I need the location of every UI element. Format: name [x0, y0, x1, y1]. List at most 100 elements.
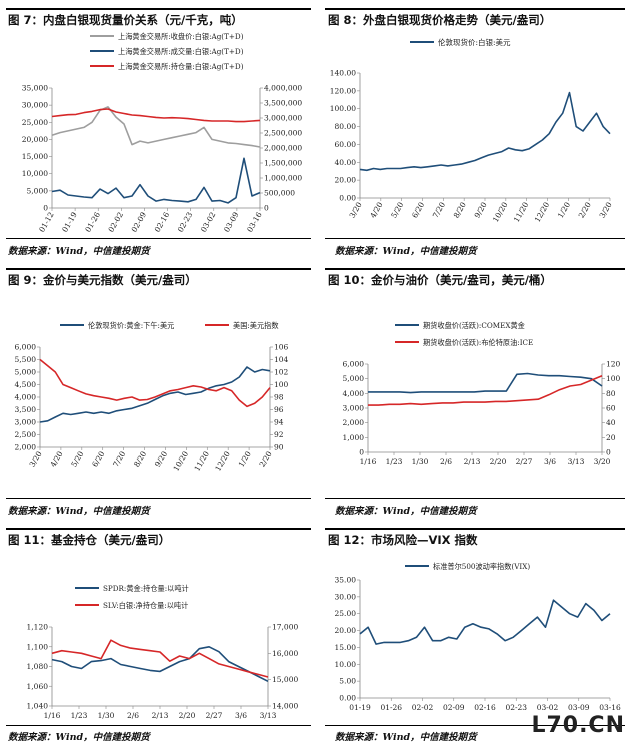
y-tick-label: 3,500 — [15, 405, 37, 414]
divider — [325, 528, 625, 530]
x-tick-label: 2/20 — [577, 200, 593, 219]
series-line-0 — [359, 599, 611, 645]
chart-title: 图 7：内盘白银现货量价关系（元/千克，吨） — [8, 13, 243, 27]
y-tick-label: 4,000 — [343, 389, 365, 398]
y2-tick-label: 0 — [606, 448, 611, 457]
divider — [6, 8, 311, 10]
y-tick-label: 2,000 — [343, 418, 365, 427]
chart-c7: 0 5,000 10,000 15,000 20,000 25,000 30,000 35,0… — [22, 32, 303, 234]
y2-tick-label: 20 — [606, 433, 616, 442]
legend-label-2: 上海黄金交易所:持仓量:白银:Ag(T+D) — [118, 62, 244, 71]
divider — [325, 725, 625, 726]
y-tick-label: 4,000 — [15, 393, 37, 402]
y2-tick-label: 100 — [274, 380, 289, 389]
chart-c10: 0 1,000 2,000 3,000 4,000 5,000 6,000 0 20 40 60 80… — [343, 321, 621, 466]
y-tick-label: 5.00 — [339, 677, 356, 686]
x-tick-label: 3/13 — [260, 711, 277, 720]
x-tick-label: 3/20 — [598, 200, 614, 219]
x-tick-label: 1/16 — [44, 711, 61, 720]
source-note: 数据来源：Wind，中信建投期货 — [8, 246, 150, 257]
y2-tick-label: 40 — [606, 418, 616, 427]
y2-tick-label: 80 — [606, 389, 616, 398]
x-tick-label: 02-16 — [474, 703, 496, 712]
chart-c9: 2,000 2,500 3,000 3,500 4,000 4,500 5,000 5,500… — [15, 321, 289, 473]
x-tick-label: 01-12 — [37, 210, 56, 233]
divider — [325, 498, 625, 499]
source-note: 数据来源：Wind，中信建投期货 — [8, 732, 150, 743]
x-tick-label: 2/20 — [258, 449, 274, 468]
x-tick-label: 03-09 — [568, 703, 590, 712]
y-tick-label: 25.00 — [335, 609, 357, 618]
x-tick-label: 03-02 — [199, 210, 218, 233]
series-line-0 — [51, 646, 269, 683]
x-tick-label: 02-09 — [130, 210, 149, 233]
x-tick-label: 03-02 — [537, 703, 559, 712]
y-tick-label: 140.00 — [330, 69, 356, 78]
divider — [325, 238, 625, 239]
y2-tick-label: 92 — [274, 430, 284, 439]
x-tick-label: 2/13 — [464, 457, 481, 466]
y-tick-label: 80.00 — [335, 122, 357, 131]
y-tick-label: 4,500 — [15, 380, 37, 389]
source-note: 数据来源：Wind，中信建投期货 — [8, 506, 150, 517]
watermark-logo: L70.CN — [531, 713, 625, 738]
y2-tick-label: 17,000 — [272, 623, 298, 632]
y-tick-label: 1,100 — [27, 642, 49, 651]
y2-tick-label: 100 — [606, 374, 621, 383]
y2-tick-label: 106 — [274, 343, 289, 352]
chart-c12: 0.00 5.00 10.00 15.00 20.00 25.00 30.00 35.00 01… — [335, 562, 622, 712]
y-tick-label: 6,000 — [343, 360, 365, 369]
y2-tick-label: 94 — [274, 418, 284, 427]
y-tick-label: 0 — [43, 204, 48, 213]
x-tick-label: 02-23 — [505, 703, 527, 712]
legend-label-1: SLV:白银:净持仓量:以吨计 — [103, 601, 188, 610]
legend-label-0: 上海黄金交易所:收盘价:白银:Ag(T+D) — [118, 32, 244, 41]
source-note: 数据来源：Wind，中信建投期货 — [335, 732, 477, 743]
y-tick-label: 20.00 — [335, 176, 357, 185]
y2-tick-label: 98 — [274, 393, 284, 402]
series-line-1 — [51, 157, 261, 204]
x-tick-label: 11/20 — [512, 200, 531, 223]
y2-tick-label: 120 — [606, 360, 621, 369]
chart-panel-11: 图 11：基金持仓（美元/盎司） 1,040 1,060 1,080 1,100 1,1… — [0, 532, 315, 727]
y-tick-label: 1,120 — [27, 623, 49, 632]
y2-tick-label: 4,000,000 — [264, 84, 302, 93]
x-tick-label: 12/20 — [533, 200, 552, 223]
y-tick-label: 120.00 — [330, 86, 356, 95]
y2-tick-label: 16,000 — [272, 649, 298, 658]
x-tick-label: 1/30 — [98, 711, 115, 720]
y-tick-label: 5,000 — [343, 374, 365, 383]
x-tick-label: 03-09 — [222, 210, 241, 233]
legend-label-0: 标准普尔500波动率指数(VIX) — [433, 562, 530, 571]
y-tick-label: 5,000 — [27, 186, 49, 195]
x-tick-label: 4/20 — [48, 449, 64, 468]
y-tick-label: 25,000 — [22, 118, 48, 127]
x-tick-label: 1/16 — [360, 457, 377, 466]
y-tick-label: 3,000 — [343, 404, 365, 413]
divider — [6, 498, 311, 499]
y-tick-label: 0.00 — [339, 194, 356, 203]
x-tick-label: 7/20 — [431, 200, 447, 219]
y2-tick-label: 104 — [274, 355, 289, 364]
y2-tick-label: 1,000,000 — [264, 174, 302, 183]
x-tick-label: 8/20 — [452, 200, 468, 219]
y-tick-label: 2,000 — [15, 443, 37, 452]
legend-label-0: 伦敦现货价:白银:美元 — [438, 37, 511, 47]
y-tick-label: 30.00 — [335, 592, 357, 601]
x-tick-label: 03-16 — [599, 703, 621, 712]
y-tick-label: 15.00 — [335, 643, 357, 652]
y2-tick-label: 2,000,000 — [264, 144, 302, 153]
x-tick-label: 2/27 — [206, 711, 223, 720]
y-tick-label: 35,000 — [22, 84, 48, 93]
legend-label-0: 伦敦现货价:黄金:下午:美元 — [88, 321, 174, 330]
y2-tick-label: 500,000 — [264, 189, 295, 198]
x-tick-label: 2/27 — [516, 457, 533, 466]
x-tick-label: 2/6 — [127, 711, 139, 720]
divider — [325, 268, 625, 270]
y-tick-label: 10,000 — [22, 169, 48, 178]
x-tick-label: 10/20 — [491, 200, 510, 223]
legend-label-1: 期货收盘价(活跃):布伦特原油:ICE — [423, 338, 533, 347]
chart-panel-12: 图 12：市场风险—VIX 指数 0.00 5.00 10.00 15.00 20.00… — [320, 532, 631, 727]
x-tick-label: 5/20 — [389, 200, 405, 219]
x-tick-label: 1/23 — [71, 711, 88, 720]
